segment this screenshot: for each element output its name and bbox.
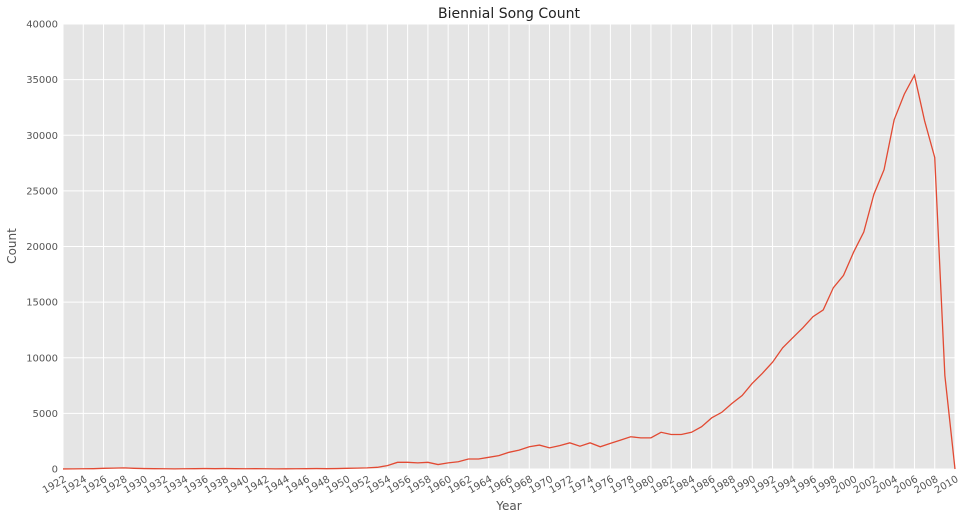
y-tick-label: 40000 bbox=[26, 20, 58, 31]
x-axis-label: Year bbox=[495, 499, 521, 513]
data-line bbox=[62, 73, 956, 470]
y-tick-label: 20000 bbox=[26, 242, 58, 253]
y-tick-label: 30000 bbox=[26, 131, 58, 142]
y-tick-label: 25000 bbox=[26, 186, 58, 197]
chart-title: Biennial Song Count bbox=[438, 6, 580, 22]
y-axis-label: Count bbox=[5, 228, 19, 264]
x-tick-label: 2010 bbox=[933, 474, 961, 496]
y-tick-label: 0 bbox=[52, 465, 58, 476]
y-tick-label: 10000 bbox=[26, 353, 58, 364]
y-tick-label: 35000 bbox=[26, 75, 58, 86]
y-tick-label: 15000 bbox=[26, 298, 58, 309]
y-tick-label: 5000 bbox=[33, 409, 58, 420]
